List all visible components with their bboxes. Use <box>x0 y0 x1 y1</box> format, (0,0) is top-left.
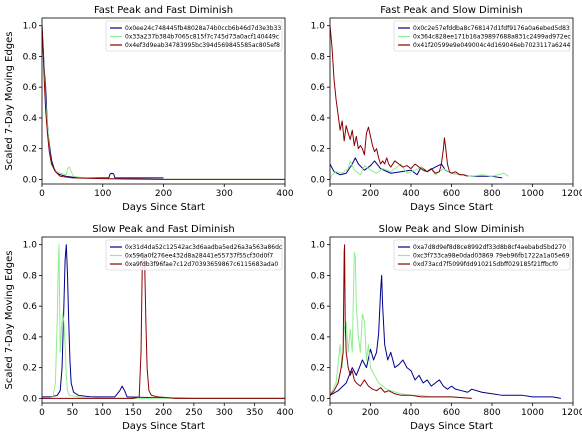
x-tick-label: 800 <box>483 408 500 418</box>
y-tick-label: 0.6 <box>311 302 326 312</box>
x-tick-label: 1200 <box>562 189 582 199</box>
chart-title: Fast Peak and Slow Diminish <box>380 5 522 16</box>
series-group <box>330 244 561 399</box>
x-tick-label: 300 <box>216 408 233 418</box>
y-tick-label: 0.4 <box>23 333 38 343</box>
y-tick-label: 0.6 <box>23 83 38 93</box>
x-tick-label: 400 <box>276 408 293 418</box>
y-tick-label: 0.6 <box>23 302 38 312</box>
x-tick-label: 1000 <box>521 189 544 199</box>
legend-label: 0x33a237b384b7065c815f7c745d73a0acf14044… <box>125 34 279 41</box>
legend-label: 0xd73acd7f5099fdd910215dbff029185f21ffbc… <box>413 261 558 268</box>
legend-label: 0x0ee24c748445fb48028a74b0ccb6b46d7d3e3b… <box>125 25 281 32</box>
y-tick-label: 1.0 <box>311 241 326 251</box>
legend-box <box>105 239 283 271</box>
chart-panel-1: 0 100 200 300 400 0.0 0.2 0.4 0.6 0.8 1.0 Fast Peak… <box>4 5 294 213</box>
series-line-2 <box>42 244 285 399</box>
series-group <box>330 25 509 180</box>
y-tick-label: 0.0 <box>311 394 326 404</box>
legend-box <box>105 20 283 52</box>
legend: 0x0ee24c748445fb48028a74b0ccb6b46d7d3e3b… <box>105 20 283 52</box>
x-tick-label: 50 <box>67 408 79 418</box>
series-line-3 <box>330 25 468 177</box>
legend-label: 0x596a0f276ee432d8a28441e55737f55cf30d0f… <box>125 253 273 260</box>
y-tick-label: 0.8 <box>23 52 38 62</box>
x-tick-label: 400 <box>402 408 419 418</box>
y-tick-label: 0.2 <box>311 145 325 155</box>
series-line-1 <box>42 244 285 399</box>
x-tick-label: 200 <box>362 408 379 418</box>
x-tick-label: 300 <box>216 189 233 199</box>
series-line-1 <box>42 25 164 179</box>
x-tick-label: 600 <box>443 189 460 199</box>
y-tick-label: 0.4 <box>311 114 326 124</box>
x-tick-label: 1000 <box>521 408 544 418</box>
y-tick-label: 0.2 <box>23 145 37 155</box>
x-tick-label: 0 <box>39 189 45 199</box>
x-tick-label: 100 <box>94 189 111 199</box>
x-axis-label: Days Since Start <box>122 202 205 213</box>
x-tick-label: 1200 <box>562 408 582 418</box>
x-tick-label: 0 <box>327 408 333 418</box>
x-tick-label: 100 <box>94 408 111 418</box>
x-tick-label: 0 <box>39 408 45 418</box>
y-tick-label: 0.8 <box>23 271 38 281</box>
legend: 0xa7d8d9ef8d8ce8992df33d8b8cf4aebabd5bd2… <box>393 239 571 271</box>
legend-label: 0xc3f733ca98e0dad03869 79eb96fb1722a1a05… <box>413 253 570 260</box>
legend-box <box>393 20 571 52</box>
y-axis-label: Scaled 7-Day Moving Edges <box>4 250 15 389</box>
y-tick-label: 0.8 <box>311 271 326 281</box>
y-tick-label: 0.2 <box>23 364 37 374</box>
chart-title: Slow Peak and Fast Diminish <box>92 224 234 235</box>
legend-label: 0xa9fdb3f96fae7c12d70393659867c6115683ad… <box>125 261 278 268</box>
y-tick-label: 0.2 <box>311 364 325 374</box>
legend: 0x0c2e57efddba8c768147d1fdf9176a0a6ebed5… <box>393 20 571 52</box>
x-tick-label: 600 <box>443 408 460 418</box>
y-tick-label: 1.0 <box>23 241 38 251</box>
series-line-1 <box>330 274 561 399</box>
y-tick-label: 0.4 <box>311 333 326 343</box>
x-tick-label: 0 <box>327 189 333 199</box>
y-tick-label: 1.0 <box>311 22 326 32</box>
x-tick-label: 150 <box>125 408 142 418</box>
y-tick-label: 1.0 <box>23 22 38 32</box>
x-axis-label: Days Since Start <box>122 421 205 432</box>
series-line-2 <box>330 160 509 180</box>
y-tick-label: 0.0 <box>23 394 38 404</box>
legend: 0x31d4da52c12542ac3d6aadba5ed26a3a563a86… <box>105 239 283 271</box>
legend-label: 0x41f20599e9e049004c4d169046eb7023117a62… <box>413 42 570 49</box>
y-tick-label: 0.4 <box>23 114 38 124</box>
x-tick-label: 400 <box>402 189 419 199</box>
chart-title: Fast Peak and Fast Diminish <box>94 5 233 16</box>
x-axis-label: Days Since Start <box>410 202 493 213</box>
series-line-3 <box>42 25 285 180</box>
legend-label: 0x4ef3d9eab34783995bc394d569845585ac805e… <box>125 42 280 49</box>
chart-panel-4: 0 200 400 600 800 1000 1200 0.0 0.2 0.4 0.6 0.8 1.0 S… <box>311 224 582 432</box>
y-tick-label: 0.0 <box>23 175 38 185</box>
x-tick-label: 200 <box>155 408 172 418</box>
x-tick-label: 350 <box>246 408 263 418</box>
series-line-2 <box>330 251 472 399</box>
legend-label: 0x31d4da52c12542ac3d6aadba5ed26a3a563a86… <box>125 244 282 251</box>
x-tick-label: 200 <box>362 189 379 199</box>
x-tick-label: 400 <box>276 189 293 199</box>
y-axis-label: Scaled 7-Day Moving Edges <box>4 31 15 170</box>
legend-label: 0x364c828ee171b16a39897688a831c2499ad972… <box>413 34 571 41</box>
x-tick-label: 800 <box>483 189 500 199</box>
series-line-3 <box>330 244 472 399</box>
x-tick-label: 200 <box>155 189 172 199</box>
series-group <box>42 25 285 180</box>
y-tick-label: 0.0 <box>311 175 326 185</box>
chart-title: Slow Peak and Slow Diminish <box>379 224 525 235</box>
chart-panel-3: 0 50 100 150 200 250 300 350 400 0.0 0.2 0.4 0.6 0.8 1… <box>4 224 294 432</box>
legend-label: 0xa7d8d9ef8d8ce8992df33d8b8cf4aebabd5bd2… <box>413 244 566 251</box>
legend-label: 0x0c2e57efddba8c768147d1fdf9176a0a6ebed5… <box>413 25 570 32</box>
x-tick-label: 250 <box>185 408 202 418</box>
chart-panel-2: 0 200 400 600 800 1000 1200 0.0 0.2 0.4 0.6 0.8 1.0 F… <box>311 5 582 213</box>
x-axis-label: Days Since Start <box>410 421 493 432</box>
y-tick-label: 0.6 <box>311 83 326 93</box>
y-tick-label: 0.8 <box>311 52 326 62</box>
legend-box <box>393 239 571 271</box>
